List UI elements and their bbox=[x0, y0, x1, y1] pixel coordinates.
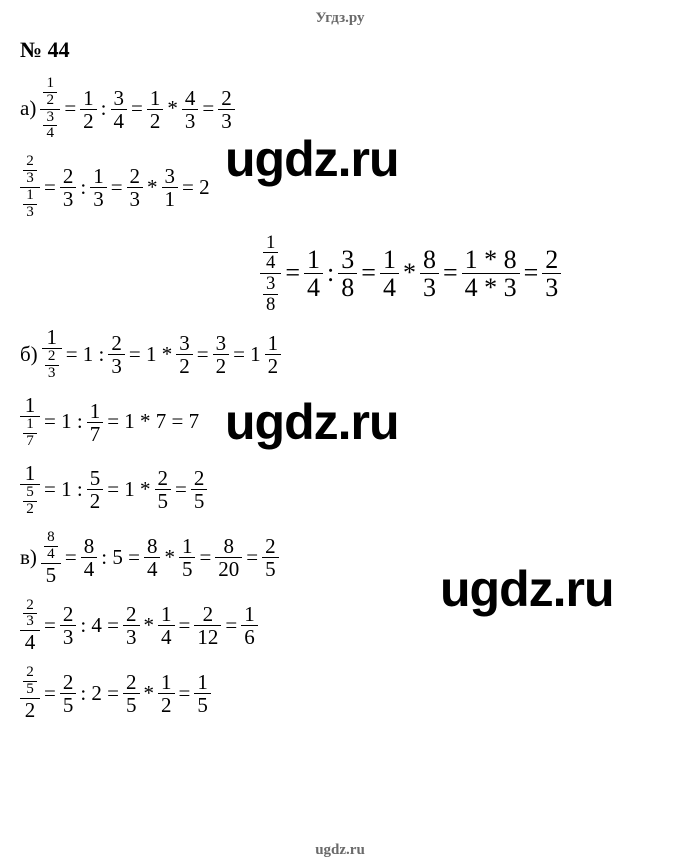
part-label: б) bbox=[20, 340, 38, 369]
row-c3: 252=25: 2 =25*12=15 bbox=[20, 665, 660, 721]
site-header: Угдз.ру bbox=[20, 8, 660, 29]
watermark: ugdz.ru bbox=[440, 560, 614, 618]
watermark: ugdz.ru bbox=[225, 130, 399, 188]
row-b1: б)123= 1 :23= 1 *32=32= 112 bbox=[20, 326, 660, 382]
site-footer: ugdz.ru bbox=[0, 842, 680, 859]
row-a3: 1438=14:38=14*83=1 * 84 * 3=23 bbox=[260, 233, 660, 315]
problem-number: № 44 bbox=[20, 35, 660, 66]
row-b3: 152= 1 :52= 1 *25=25 bbox=[20, 462, 660, 518]
part-label: a) bbox=[20, 94, 36, 123]
watermark: ugdz.ru bbox=[225, 393, 399, 451]
part-label: в) bbox=[20, 543, 37, 572]
